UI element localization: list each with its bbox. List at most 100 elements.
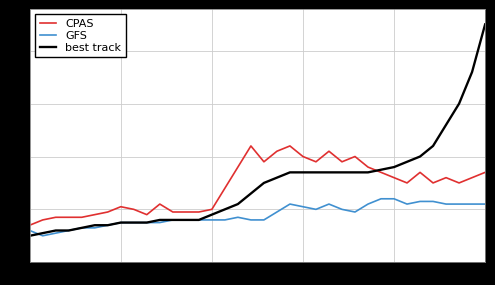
CPAS [365, 165, 371, 169]
best track [378, 168, 384, 172]
CPAS [300, 155, 306, 158]
GFS [170, 218, 176, 222]
best track [196, 218, 202, 222]
Line: GFS: GFS [30, 199, 485, 236]
CPAS [339, 160, 345, 164]
best track [417, 155, 423, 158]
best track [53, 229, 59, 232]
GFS [326, 202, 332, 206]
best track [313, 171, 319, 174]
GFS [482, 202, 488, 206]
CPAS [235, 165, 241, 169]
CPAS [313, 160, 319, 164]
best track [157, 218, 163, 222]
CPAS [326, 150, 332, 153]
CPAS [482, 171, 488, 174]
GFS [417, 200, 423, 203]
CPAS [248, 144, 254, 148]
best track [300, 171, 306, 174]
best track [430, 144, 436, 148]
GFS [66, 229, 72, 232]
best track [443, 123, 449, 127]
GFS [53, 231, 59, 235]
GFS [261, 218, 267, 222]
best track [352, 171, 358, 174]
CPAS [79, 215, 85, 219]
best track [144, 221, 150, 224]
best track [261, 181, 267, 185]
best track [118, 221, 124, 224]
best track [235, 202, 241, 206]
GFS [287, 202, 293, 206]
CPAS [456, 181, 462, 185]
CPAS [66, 215, 72, 219]
CPAS [27, 223, 33, 227]
best track [482, 23, 488, 26]
GFS [144, 221, 150, 224]
GFS [391, 197, 397, 201]
CPAS [274, 150, 280, 153]
best track [248, 192, 254, 195]
GFS [27, 229, 33, 232]
best track [92, 223, 98, 227]
best track [79, 226, 85, 229]
best track [105, 223, 111, 227]
GFS [430, 200, 436, 203]
best track [131, 221, 137, 224]
GFS [131, 221, 137, 224]
best track [404, 160, 410, 164]
best track [274, 176, 280, 179]
GFS [118, 221, 124, 224]
CPAS [222, 186, 228, 190]
GFS [456, 202, 462, 206]
best track [391, 165, 397, 169]
GFS [222, 218, 228, 222]
best track [27, 234, 33, 237]
CPAS [352, 155, 358, 158]
CPAS [53, 215, 59, 219]
GFS [443, 202, 449, 206]
CPAS [391, 176, 397, 179]
best track [183, 218, 189, 222]
GFS [79, 226, 85, 229]
best track [209, 213, 215, 216]
best track [287, 171, 293, 174]
CPAS [118, 205, 124, 208]
CPAS [404, 181, 410, 185]
best track [469, 70, 475, 74]
CPAS [105, 210, 111, 214]
CPAS [131, 208, 137, 211]
CPAS [196, 210, 202, 214]
CPAS [170, 210, 176, 214]
GFS [105, 223, 111, 227]
best track [170, 218, 176, 222]
GFS [248, 218, 254, 222]
best track [66, 229, 72, 232]
GFS [469, 202, 475, 206]
GFS [300, 205, 306, 208]
best track [40, 231, 46, 235]
CPAS [430, 181, 436, 185]
CPAS [443, 176, 449, 179]
Line: best track: best track [30, 25, 485, 236]
GFS [378, 197, 384, 201]
GFS [404, 202, 410, 206]
CPAS [378, 171, 384, 174]
CPAS [287, 144, 293, 148]
best track [456, 102, 462, 105]
best track [222, 208, 228, 211]
GFS [313, 208, 319, 211]
GFS [40, 234, 46, 237]
CPAS [209, 208, 215, 211]
GFS [209, 218, 215, 222]
CPAS [144, 213, 150, 216]
CPAS [40, 218, 46, 222]
CPAS [183, 210, 189, 214]
Legend: CPAS, GFS, best track: CPAS, GFS, best track [35, 14, 126, 58]
CPAS [92, 213, 98, 216]
GFS [235, 215, 241, 219]
GFS [352, 210, 358, 214]
GFS [365, 202, 371, 206]
best track [326, 171, 332, 174]
GFS [157, 221, 163, 224]
